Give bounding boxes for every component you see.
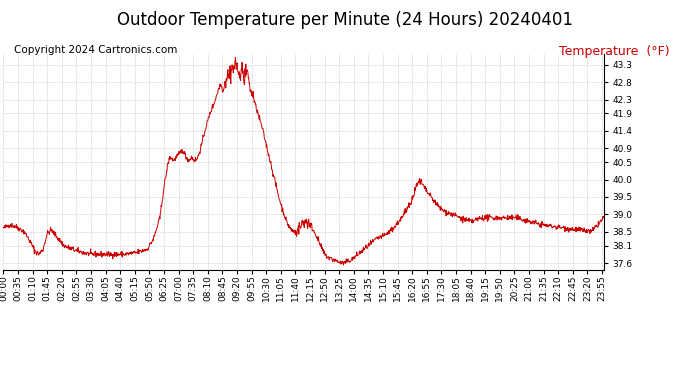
Text: Outdoor Temperature per Minute (24 Hours) 20240401: Outdoor Temperature per Minute (24 Hours…: [117, 11, 573, 29]
Text: Copyright 2024 Cartronics.com: Copyright 2024 Cartronics.com: [14, 45, 177, 55]
Text: Temperature  (°F): Temperature (°F): [559, 45, 669, 58]
